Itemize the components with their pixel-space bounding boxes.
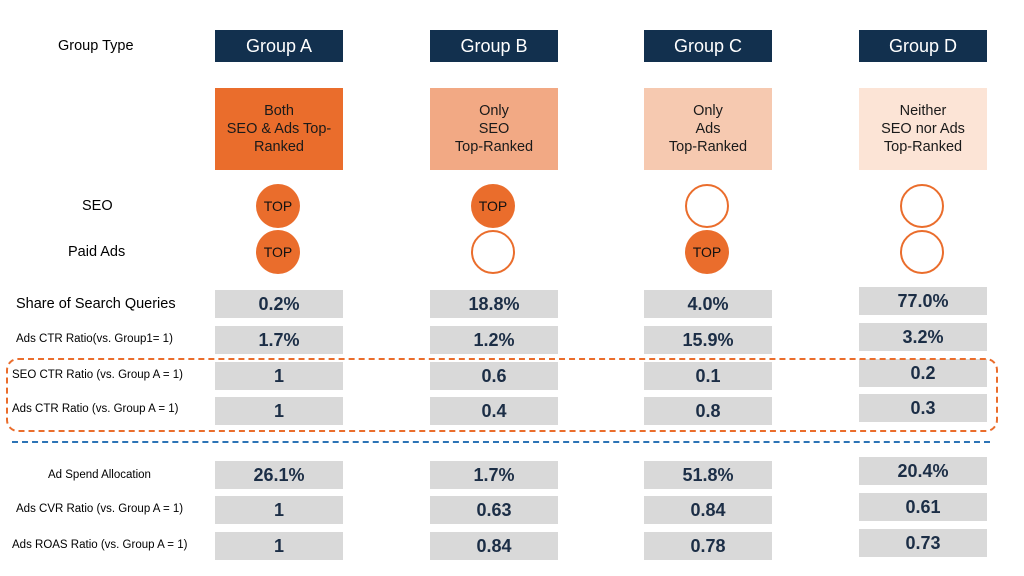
- group-c-ads-roas-cell: 0.78: [644, 532, 772, 560]
- group-b-share-cell: 18.8%: [430, 290, 558, 318]
- row-label-ads-cvr: Ads CVR Ratio (vs. Group A = 1): [16, 503, 184, 515]
- group-a-ad-spend-cell: 26.1%: [215, 461, 343, 489]
- section-divider: [12, 441, 990, 443]
- group-a-share-cell: 0.2%: [215, 290, 343, 318]
- group-c-seo-ctr-cell: 0.1: [644, 362, 772, 390]
- group-d-share-cell: 77.0%: [859, 287, 987, 315]
- group-d-ads-ctr-cell: 0.3: [859, 394, 987, 422]
- group-b-description: Only SEO Top-Ranked: [430, 88, 558, 170]
- group-a-ads-ctr-cell: 1: [215, 397, 343, 425]
- group-d-ads-roas-cell: 0.73: [859, 529, 987, 557]
- group-c-ads-top-marker: TOP: [685, 230, 729, 274]
- group-a-ads-cvr-cell: 1: [215, 496, 343, 524]
- group-d-ads-cvr-cell: 0.61: [859, 493, 987, 521]
- group-c-share-cell: 4.0%: [644, 290, 772, 318]
- group-c-ad-spend-cell: 51.8%: [644, 461, 772, 489]
- group-b-header: Group B: [430, 30, 558, 62]
- row-label-seo: SEO: [82, 198, 113, 214]
- group-b-ad-spend-cell: 1.7%: [430, 461, 558, 489]
- group-c-seo-empty-marker: [685, 184, 729, 228]
- group-b-ads-ctr-cell: 0.4: [430, 397, 558, 425]
- row-label-paid-ads: Paid Ads: [68, 244, 126, 260]
- group-b-ads-empty-marker: [471, 230, 515, 274]
- group-c-ads-cvr-cell: 0.84: [644, 496, 772, 524]
- row-label-ads-roas: Ads ROAS Ratio (vs. Group A = 1): [12, 539, 188, 551]
- group-d-ads-empty-marker: [900, 230, 944, 274]
- group-b-ads-roas-cell: 0.84: [430, 532, 558, 560]
- row-label-ads-ctr: Ads CTR Ratio (vs. Group A = 1): [12, 403, 179, 415]
- row-label-share: Share of Search Queries: [16, 296, 176, 312]
- row-label-ad-spend: Ad Spend Allocation: [48, 469, 151, 481]
- group-b-ads-ctr-g1-cell: 1.2%: [430, 326, 558, 354]
- group-d-header: Group D: [859, 30, 987, 62]
- row-label-group-type: Group Type: [58, 38, 134, 54]
- row-label-ads-ctr-group1: Ads CTR Ratio(vs. Group1= 1): [16, 333, 173, 345]
- group-a-seo-ctr-cell: 1: [215, 362, 343, 390]
- group-a-seo-top-marker: TOP: [256, 184, 300, 228]
- group-a-ads-top-marker: TOP: [256, 230, 300, 274]
- group-c-description: Only Ads Top-Ranked: [644, 88, 772, 170]
- ctr-ratio-highlight-box: [6, 358, 998, 432]
- group-a-description: Both SEO & Ads Top- Ranked: [215, 88, 343, 170]
- group-a-ads-ctr-g1-cell: 1.7%: [215, 326, 343, 354]
- group-c-ads-ctr-g1-cell: 15.9%: [644, 326, 772, 354]
- group-d-seo-empty-marker: [900, 184, 944, 228]
- group-a-ads-roas-cell: 1: [215, 532, 343, 560]
- group-d-ads-ctr-g1-cell: 3.2%: [859, 323, 987, 351]
- group-b-seo-ctr-cell: 0.6: [430, 362, 558, 390]
- group-b-ads-cvr-cell: 0.63: [430, 496, 558, 524]
- group-b-seo-top-marker: TOP: [471, 184, 515, 228]
- group-c-ads-ctr-cell: 0.8: [644, 397, 772, 425]
- group-d-seo-ctr-cell: 0.2: [859, 359, 987, 387]
- row-label-seo-ctr: SEO CTR Ratio (vs. Group A = 1): [12, 369, 183, 381]
- group-a-header: Group A: [215, 30, 343, 62]
- group-d-ad-spend-cell: 20.4%: [859, 457, 987, 485]
- group-d-description: Neither SEO nor Ads Top-Ranked: [859, 88, 987, 170]
- group-c-header: Group C: [644, 30, 772, 62]
